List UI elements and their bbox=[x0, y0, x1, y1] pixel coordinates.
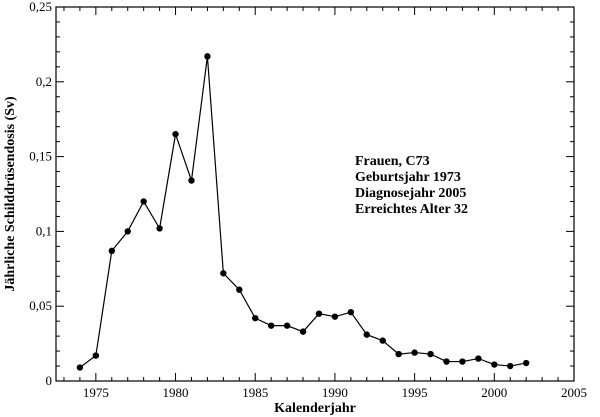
data-point bbox=[156, 225, 163, 232]
data-point bbox=[491, 361, 498, 368]
data-point bbox=[204, 53, 211, 60]
data-point bbox=[188, 177, 195, 184]
y-tick-label: 0,15 bbox=[29, 149, 52, 164]
y-axis-label: Jährliche Schilddrüsendosis (Sv) bbox=[3, 96, 18, 292]
data-point bbox=[331, 313, 339, 320]
data-point bbox=[411, 349, 418, 356]
x-tick-label: 1980 bbox=[163, 385, 189, 400]
annotation-box: Frauen, C73 Geburtsjahr 1973 Diagnosejah… bbox=[355, 154, 468, 217]
data-point bbox=[395, 350, 402, 358]
x-tick-label: 1990 bbox=[322, 385, 348, 400]
data-point bbox=[475, 355, 482, 362]
x-axis-label: Kalenderjahr bbox=[274, 401, 356, 416]
data-point bbox=[299, 328, 307, 335]
data-point bbox=[443, 358, 450, 365]
data-point bbox=[252, 314, 259, 322]
data-point bbox=[459, 358, 466, 365]
data-point bbox=[363, 331, 370, 338]
data-point bbox=[140, 198, 147, 205]
data-point bbox=[220, 270, 227, 277]
data-point bbox=[507, 362, 514, 370]
y-tick-label: 0,2 bbox=[36, 74, 52, 89]
x-tick-label: 2005 bbox=[561, 385, 587, 400]
axis-tick-labels: 1975 1980 1985 1990 1995 2000 2005 0 0,05 0,1 0,15… bbox=[29, 0, 587, 400]
data-point bbox=[283, 322, 291, 329]
y-tick-label: 0,25 bbox=[29, 0, 52, 14]
annotation-line-age: Erreichtes Alter 32 bbox=[355, 202, 468, 217]
data-point bbox=[108, 247, 115, 255]
data-point bbox=[172, 130, 179, 138]
y-tick-label: 0,1 bbox=[36, 223, 52, 238]
x-tick-label: 1975 bbox=[83, 385, 109, 400]
x-tick-label: 1995 bbox=[402, 385, 428, 400]
data-point bbox=[379, 337, 386, 344]
y-tick-label: 0,05 bbox=[29, 298, 52, 313]
x-tick-label: 2000 bbox=[481, 385, 507, 400]
data-point bbox=[92, 352, 100, 359]
annotation-line-birth-year: Geburtsjahr 1973 bbox=[355, 170, 461, 185]
data-point bbox=[124, 228, 131, 235]
data-point bbox=[315, 310, 323, 317]
series-layer bbox=[76, 53, 530, 371]
plot-frame bbox=[55, 6, 575, 382]
y-tick-label: 0 bbox=[46, 373, 53, 388]
data-point bbox=[427, 350, 434, 358]
x-tick-label: 1985 bbox=[242, 385, 268, 400]
annotation-line-diagnosis-year: Diagnosejahr 2005 bbox=[355, 186, 466, 201]
annotation-line-sex-cancer: Frauen, C73 bbox=[355, 154, 430, 169]
data-point bbox=[267, 322, 275, 329]
axis-ticks bbox=[56, 6, 575, 382]
data-point bbox=[347, 308, 355, 316]
data-point bbox=[522, 359, 530, 367]
data-point bbox=[76, 364, 84, 371]
data-point bbox=[236, 286, 243, 293]
